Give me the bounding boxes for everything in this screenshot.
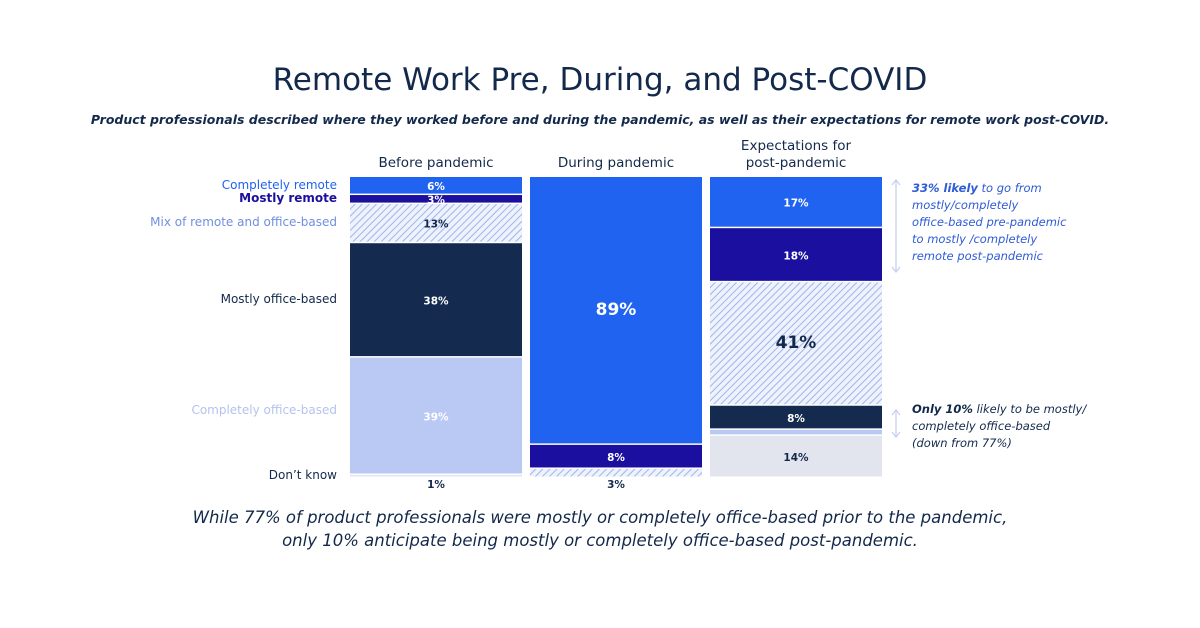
data-label: 14% bbox=[783, 452, 809, 464]
annotation-highlight: Only 10% bbox=[912, 402, 973, 416]
legend-label: Don’t know bbox=[269, 468, 337, 482]
category-label: During pandemic bbox=[558, 155, 674, 171]
data-label: 13% bbox=[423, 219, 449, 231]
chart-subtitle: Product professionals described where th… bbox=[90, 112, 1110, 127]
bar-segment bbox=[530, 468, 702, 477]
data-label: 38% bbox=[423, 295, 449, 307]
annotation-text: (down from 77%) bbox=[912, 436, 1012, 450]
data-label: 17% bbox=[783, 198, 809, 210]
category-label: Expectations for bbox=[741, 138, 852, 154]
bar-segment bbox=[350, 243, 522, 357]
arrowhead-icon bbox=[891, 409, 901, 438]
data-label: 3% bbox=[607, 479, 625, 491]
bar-segment bbox=[710, 405, 882, 429]
annotation-text: to mostly /completely bbox=[912, 232, 1038, 246]
data-label: 6% bbox=[427, 181, 445, 193]
arrowhead-icon bbox=[891, 179, 901, 273]
annotation-highlight: 33% likely bbox=[912, 181, 978, 195]
chart-footer: While 77% of product professionals were … bbox=[0, 506, 1200, 552]
data-label: 39% bbox=[423, 411, 449, 423]
annotation-text: office-based pre-pandemic bbox=[912, 215, 1067, 229]
annotation-text: likely to be mostly/ bbox=[972, 402, 1087, 416]
bar-segment bbox=[710, 435, 882, 477]
legend-label: Completely office-based bbox=[191, 403, 337, 417]
bar-segment bbox=[350, 195, 522, 203]
data-label: 1% bbox=[427, 479, 445, 491]
legend-label: Mostly remote bbox=[239, 191, 337, 205]
legend-label: Completely remote bbox=[222, 178, 337, 192]
data-label: 18% bbox=[783, 250, 809, 262]
annotation-text: remote post-pandemic bbox=[912, 249, 1043, 263]
legend-label: Mix of remote and office-based bbox=[150, 215, 337, 229]
bar-segment bbox=[710, 177, 882, 227]
bar-segment bbox=[710, 282, 882, 405]
bar-segment bbox=[530, 177, 702, 444]
chart-title: Remote Work Pre, During, and Post-COVID bbox=[272, 62, 928, 98]
bar-segment bbox=[350, 474, 522, 477]
data-label: 41% bbox=[776, 333, 817, 353]
data-label: 89% bbox=[596, 300, 637, 320]
footer-line: While 77% of product professionals were … bbox=[192, 508, 1008, 527]
bar-segment bbox=[350, 204, 522, 242]
annotation-text: mostly/completely bbox=[912, 198, 1019, 212]
bar-segment bbox=[350, 357, 522, 474]
annotation-remote-shift: 33% likely to go from mostly/completely of… bbox=[912, 180, 1087, 265]
bar-segment bbox=[710, 429, 882, 435]
category-label: post-pandemic bbox=[746, 155, 847, 171]
footer-line: only 10% anticipate being mostly or comp… bbox=[282, 531, 918, 550]
data-label: 3% bbox=[427, 195, 445, 207]
data-label: 8% bbox=[607, 452, 625, 464]
annotation-text: completely office-based bbox=[912, 419, 1051, 433]
annotation-office-based: Only 10% likely to be mostly/completely … bbox=[912, 401, 1087, 452]
bar-segment bbox=[710, 228, 882, 281]
bar-segment bbox=[530, 444, 702, 468]
annotation-text: to go from bbox=[977, 181, 1042, 195]
legend-label: Mostly office-based bbox=[221, 292, 337, 306]
category-label: Before pandemic bbox=[378, 155, 493, 171]
bar-segment bbox=[350, 177, 522, 194]
data-label: 8% bbox=[787, 413, 805, 425]
